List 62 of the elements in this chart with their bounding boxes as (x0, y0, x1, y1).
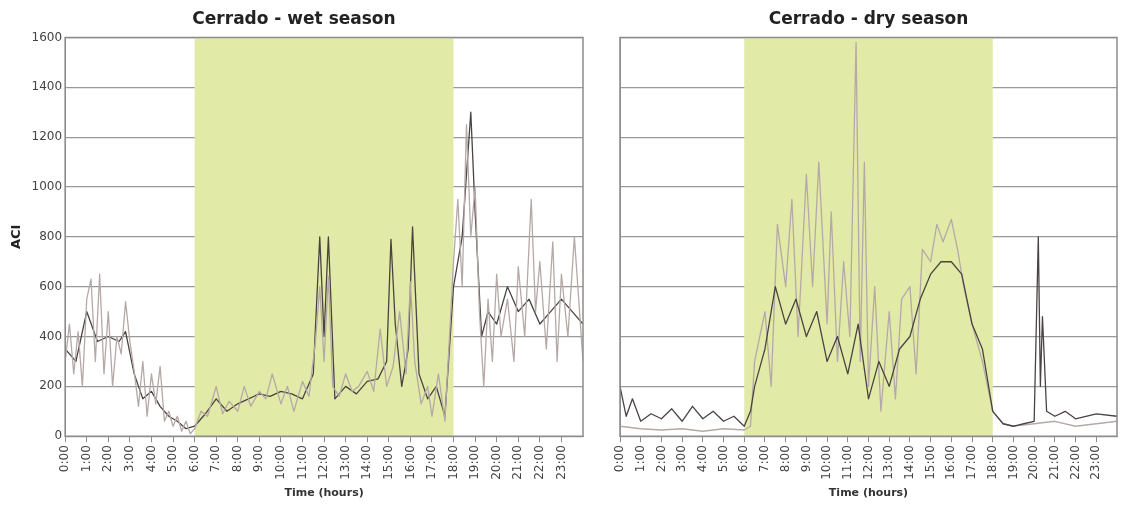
x-tick-label: 23:00 (1088, 445, 1103, 480)
x-tick-label: 5:00 (715, 445, 730, 473)
x-tick-label: 23:00 (553, 445, 568, 480)
x-tick-label: 17:00 (424, 445, 439, 480)
x-axis-title: Time (hours) (828, 486, 909, 500)
x-tick-label: 19:00 (467, 445, 482, 480)
x-tick-label: 5:00 (165, 445, 180, 473)
x-tick-label: 15:00 (380, 445, 395, 480)
x-tick-label: 2:00 (100, 445, 115, 473)
x-tick-label: 6:00 (186, 445, 201, 473)
x-tick-label: 10:00 (273, 445, 288, 480)
x-tick-label: 16:00 (402, 445, 417, 480)
x-tick-label: 14:00 (902, 445, 917, 480)
x-tick-label: 12:00 (316, 445, 331, 480)
x-tick-label: 11:00 (839, 445, 854, 480)
x-tick-label: 6:00 (736, 445, 751, 473)
x-tick-label: 3:00 (674, 445, 689, 473)
x-tick-label: 19:00 (1005, 445, 1020, 480)
x-tick-label: 9:00 (251, 445, 266, 473)
y-tick-label: 200 (39, 378, 63, 393)
x-tick-label: 0:00 (612, 445, 627, 473)
x-tick-label: 4:00 (694, 445, 709, 473)
y-tick-label: 400 (39, 328, 63, 343)
chart-title: Cerrado - wet season (192, 7, 396, 28)
x-tick-label: 8:00 (777, 445, 792, 473)
x-tick-label: 8:00 (229, 445, 244, 473)
x-tick-label: 16:00 (943, 445, 958, 480)
y-tick-label: 1600 (31, 29, 63, 44)
x-tick-label: 0:00 (57, 445, 72, 473)
x-tick-label: 1:00 (632, 445, 647, 473)
x-tick-label: 13:00 (881, 445, 896, 480)
x-tick-label: 17:00 (964, 445, 979, 480)
x-tick-label: 21:00 (510, 445, 525, 480)
y-tick-label: 600 (39, 278, 63, 293)
x-tick-label: 20:00 (488, 445, 503, 480)
x-tick-label: 7:00 (757, 445, 772, 473)
x-tick-label: 3:00 (122, 445, 136, 473)
x-tick-label: 10:00 (819, 445, 834, 480)
x-tick-label: 21:00 (1047, 445, 1061, 480)
x-tick-label: 2:00 (653, 445, 668, 473)
x-tick-label: 18:00 (445, 445, 460, 480)
x-tick-label: 22:00 (531, 445, 546, 480)
y-tick-label: 0 (54, 428, 63, 443)
x-tick-label: 13:00 (337, 445, 352, 480)
y-tick-label: 1000 (31, 179, 63, 194)
x-tick-label: 12:00 (860, 445, 875, 480)
x-tick-label: 15:00 (922, 445, 937, 480)
x-tick-label: 18:00 (984, 445, 999, 480)
x-tick-label: 20:00 (1026, 445, 1041, 480)
x-tick-label: 7:00 (208, 445, 223, 473)
y-tick-label: 1400 (31, 79, 63, 94)
x-tick-label: 4:00 (143, 445, 158, 473)
x-tick-label: 9:00 (798, 445, 813, 473)
y-tick-label: 1200 (31, 129, 63, 144)
chart-title: Cerrado - dry season (768, 7, 969, 28)
y-axis-title: ACI (8, 224, 24, 250)
x-tick-label: 22:00 (1067, 445, 1082, 480)
y-tick-label: 800 (39, 228, 63, 243)
x-tick-label: 1:00 (78, 445, 93, 473)
x-tick-label: 14:00 (359, 445, 374, 480)
x-tick-label: 11:00 (294, 445, 309, 480)
x-axis-title: Time (hours) (284, 486, 364, 500)
